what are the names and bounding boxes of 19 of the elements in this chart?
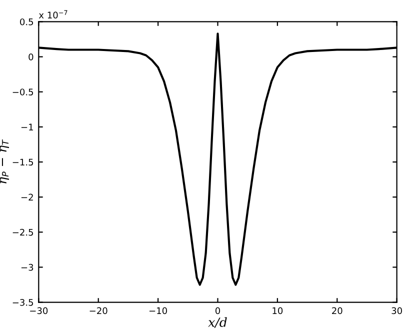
x-tick-label: 10	[272, 307, 283, 314]
x-tick-label: −10	[149, 307, 167, 314]
x-tick-label: 30	[392, 307, 402, 314]
x-tick-label: 0	[215, 307, 220, 314]
y-tick-label: −1	[21, 124, 33, 130]
y-tick-label: −0.5	[12, 88, 34, 96]
x-tick-label: −20	[90, 307, 108, 314]
y-axis-title: η$_{P}$ − η$_{T}$	[0, 139, 9, 184]
y-tick-label: −2.5	[12, 228, 34, 236]
x-tick-label: 20	[332, 307, 342, 314]
y-tick-label: 0	[28, 54, 34, 60]
y-tick-label: 0.5	[20, 18, 34, 26]
y-tick-label: −3.5	[12, 299, 34, 306]
text: x 10$^{−7}$	[38, 10, 68, 18]
y-tick-label: −1.5	[12, 158, 34, 166]
x-tick-label: −30	[30, 307, 48, 314]
y-tick-label: −3	[21, 264, 34, 271]
y-tick-label: −2	[21, 194, 33, 200]
x-axis-title: x/d	[208, 317, 227, 328]
